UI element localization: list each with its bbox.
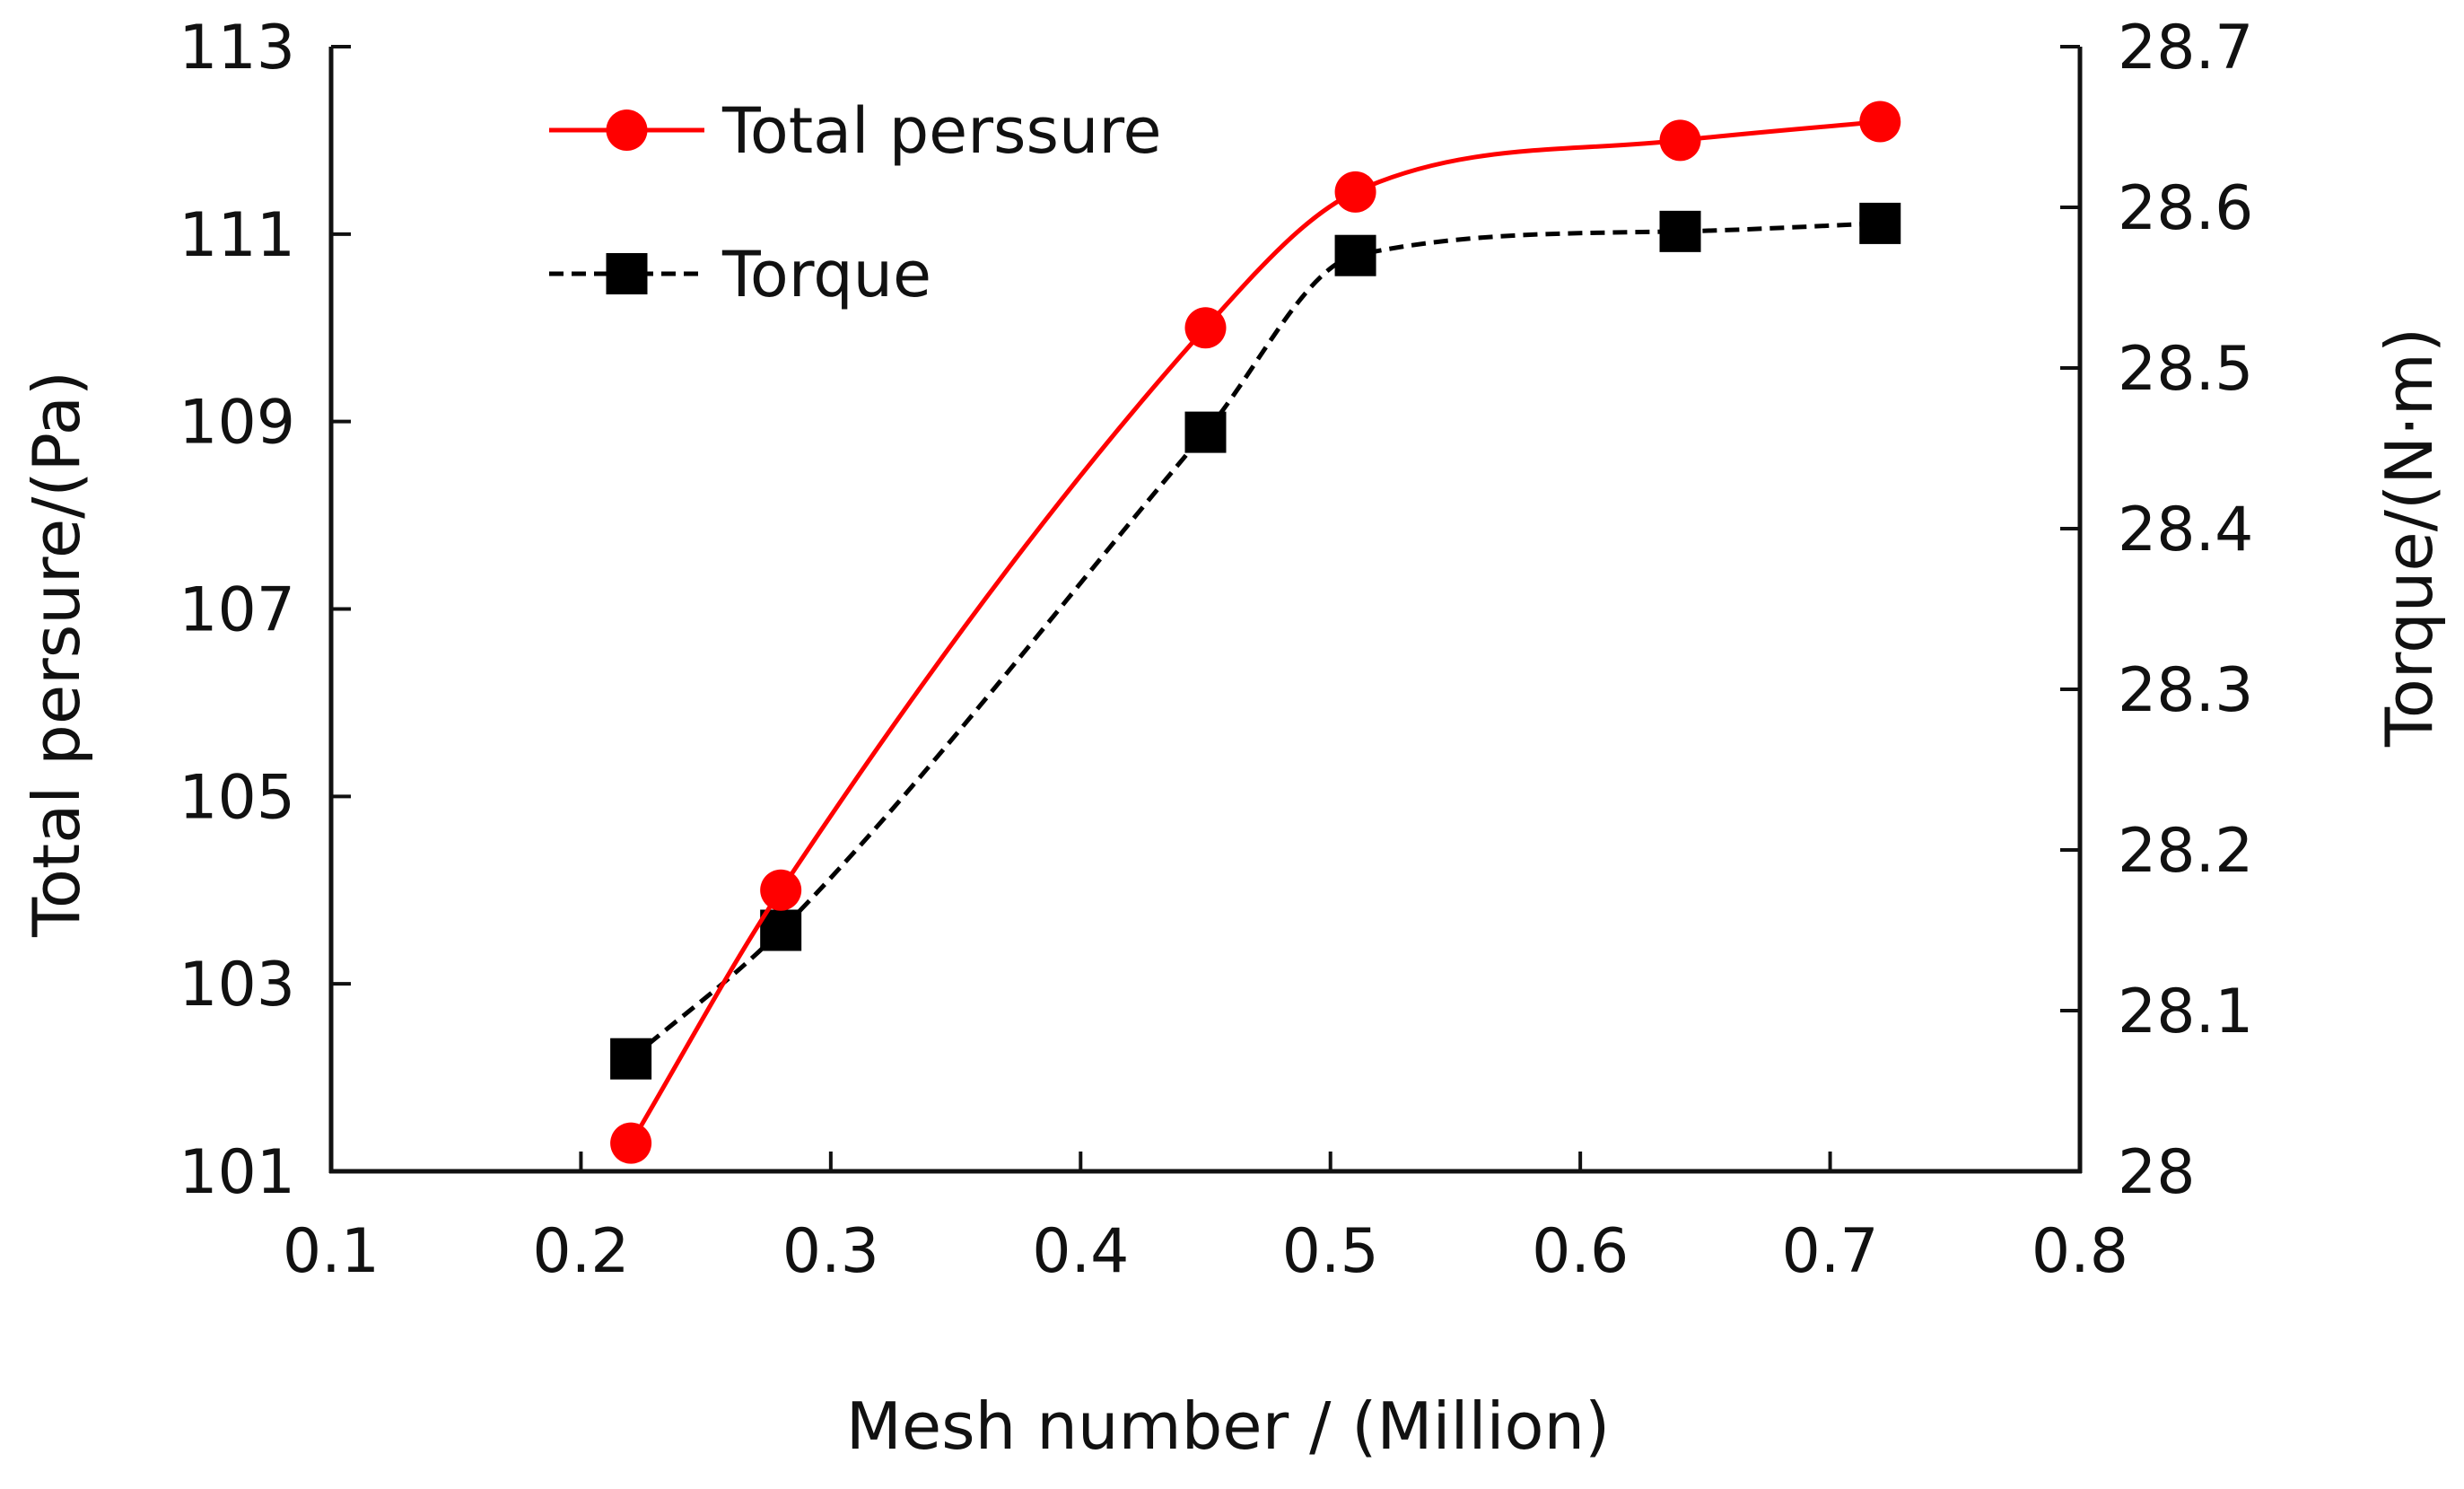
x-tick-label: 0.3 [782, 1216, 879, 1287]
series-layer [610, 101, 1901, 1164]
x-tick-labels: 0.1 0.2 0.3 0.4 0.5 0.6 0.7 0.8 [283, 1216, 2128, 1287]
x-tick-label: 0.7 [1781, 1216, 1878, 1287]
legend-label-total-perssure: Total perssure [721, 94, 1162, 168]
x-tick-label: 0.6 [1532, 1216, 1629, 1287]
legend-item-torque: Torque [549, 238, 931, 311]
x-tick-label: 0.5 [1282, 1216, 1379, 1287]
data-point-circle [760, 869, 802, 911]
right-y-tick-label: 28.5 [2118, 334, 2253, 405]
right-y-tick-label: 28.2 [2118, 816, 2253, 887]
data-point-square [610, 1038, 652, 1080]
left-y-tick-label: 107 [179, 575, 295, 646]
data-point-square [1334, 234, 1376, 276]
right-y-tick-label: 28 [2118, 1137, 2196, 1208]
right-y-tick-label: 28.1 [2118, 977, 2253, 1047]
data-point-circle [1659, 119, 1701, 162]
data-point-circle [1184, 307, 1227, 349]
right-y-axis-label: Torque/(N·m) [2372, 328, 2447, 748]
legend: Total perssure Torque [549, 94, 1162, 311]
x-tick-label: 0.8 [2031, 1216, 2128, 1287]
legend-item-total-perssure: Total perssure [549, 94, 1162, 168]
x-tick-label: 0.2 [532, 1216, 629, 1287]
right-y-tick-labels: 28 28.1 28.2 28.3 28.4 28.5 28.6 28.7 [2118, 13, 2253, 1208]
data-point-circle [610, 1122, 652, 1164]
legend-marker-square [606, 253, 648, 294]
legend-label-torque: Torque [721, 238, 931, 311]
series-torque [610, 202, 1901, 1080]
data-point-square [760, 909, 802, 951]
axes [328, 47, 2083, 1174]
x-tick-label: 0.1 [283, 1216, 380, 1287]
right-y-tick-label: 28.3 [2118, 655, 2253, 726]
data-point-square [1659, 210, 1701, 252]
x-axis-label: Mesh number / (Million) [846, 1388, 1610, 1464]
series-line-torque [629, 221, 1881, 1061]
series-total-perssure [610, 101, 1901, 1164]
right-y-tick-label: 28.7 [2118, 13, 2253, 83]
left-y-tick-label: 111 [179, 200, 295, 271]
left-y-tick-label: 105 [179, 762, 295, 833]
left-y-tick-label: 101 [179, 1137, 295, 1208]
data-point-circle [1859, 101, 1901, 143]
data-point-square [1184, 411, 1227, 453]
legend-marker-circle [606, 109, 648, 151]
x-tick-label: 0.4 [1032, 1216, 1129, 1287]
data-point-square [1859, 202, 1901, 244]
data-point-circle [1334, 171, 1376, 213]
right-y-tick-label: 28.6 [2118, 173, 2253, 244]
tick-marks [329, 45, 2082, 1173]
left-y-tick-label: 109 [179, 388, 295, 459]
left-y-tick-label: 113 [179, 13, 295, 83]
left-y-tick-label: 103 [179, 950, 295, 1020]
left-y-axis-label: Total persure/(Pa) [19, 371, 94, 938]
right-y-tick-label: 28.4 [2118, 495, 2253, 565]
left-y-tick-labels: 101 103 105 107 109 111 113 [179, 13, 295, 1208]
